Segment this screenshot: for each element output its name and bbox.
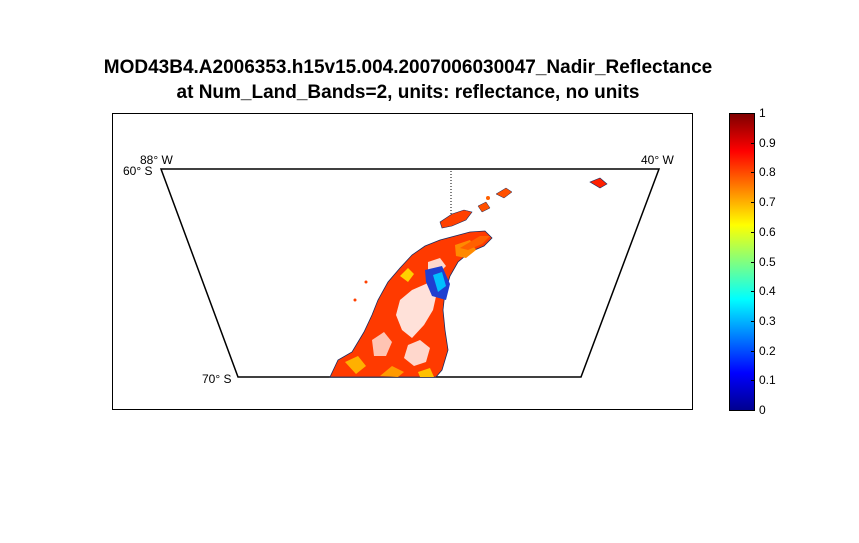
colorbar-tick-mark: [751, 291, 755, 293]
colorbar-tick-mark: [751, 350, 755, 352]
colorbar-tick-mark: [751, 261, 755, 263]
lon-label-40w: 40° W: [641, 153, 674, 167]
lat-label-60s: 60° S: [123, 164, 153, 178]
colorbar-tick-mark: [751, 172, 755, 174]
landmass-antarctic-peninsula: [329, 230, 493, 378]
colorbar-tick-label: 0.3: [759, 313, 776, 328]
colorbar-tick-mark: [751, 231, 755, 233]
colorbar-tick-label: 0.1: [759, 373, 776, 388]
colorbar-tick-label: 0.8: [759, 165, 776, 180]
colorbar-tick-label: 0: [759, 403, 766, 417]
colorbar-tick-label: 0.4: [759, 284, 776, 299]
lon-label-88w: 88° W: [140, 153, 173, 167]
colorbar-tick-mark: [751, 380, 755, 382]
colorbar-tick-mark: [751, 320, 755, 322]
map-title-line-2: at Num_Land_Bands=2, units: reflectance,…: [176, 82, 640, 103]
colorbar-tick-label: 0.6: [759, 224, 776, 239]
colorbar-tick-label: 0.7: [759, 195, 776, 210]
colorbar-tick-mark: [751, 202, 755, 204]
map-title-line-1: MOD43B4.A2006353.h15v15.004.200700603004…: [103, 57, 713, 78]
landmass-islands: [353, 177, 608, 302]
lat-label-70s: 70° S: [202, 372, 232, 386]
map-boundary: [159, 168, 661, 378]
colorbar-tick-mark: [751, 410, 755, 411]
colorbar-tick-label: 0.5: [759, 254, 776, 269]
colorbar-tick-mark: [751, 142, 755, 144]
colorbar-tick-label: 0.2: [759, 343, 776, 358]
colorbar-tick-mark: [751, 113, 755, 114]
colorbar-tick-label: 0.9: [759, 135, 776, 150]
colorbar-tick-label: 1: [759, 106, 766, 120]
